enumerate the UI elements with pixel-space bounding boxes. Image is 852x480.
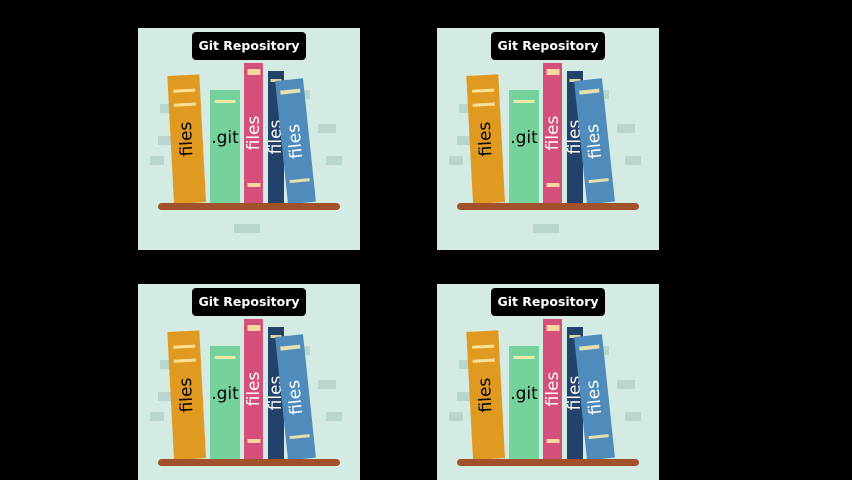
book-label: files [542, 371, 563, 407]
book-band [173, 358, 196, 363]
book-band [513, 100, 535, 103]
book-band [546, 183, 559, 187]
book-band [579, 88, 600, 95]
book-label: files [283, 379, 308, 416]
panel-title: Git Repository [192, 32, 306, 60]
book-band [247, 325, 260, 331]
repo-panel: Git Repository files .git files files files [138, 284, 360, 480]
panel-title: Git Repository [491, 32, 605, 60]
wall-brick [318, 124, 336, 133]
book-band [214, 100, 236, 103]
book-files: files [167, 330, 206, 460]
book-band [472, 344, 495, 349]
book-band [579, 344, 600, 351]
book-files: files [466, 330, 505, 460]
shelf [457, 203, 639, 210]
book-label: files [582, 379, 607, 416]
panel-title: Git Repository [491, 288, 605, 316]
book-git: .git [210, 346, 240, 459]
wall-brick [617, 124, 635, 133]
wall-brick [318, 380, 336, 389]
repo-panel: Git Repository files .git files files files [437, 284, 659, 480]
book-label: files [542, 115, 563, 151]
book-band [546, 325, 559, 331]
wall-brick [449, 412, 463, 421]
book-git: .git [509, 346, 539, 459]
wall-brick [625, 156, 641, 165]
book-band [280, 88, 301, 95]
book-band [472, 102, 495, 107]
book-band [247, 69, 260, 75]
wall-brick [326, 156, 342, 165]
book-files: files [243, 319, 264, 459]
book-band [173, 344, 196, 349]
book-label: files [175, 377, 198, 413]
repo-panel: Git Repository files .git files files files [437, 28, 659, 250]
shelf [158, 459, 340, 466]
book-label: .git [510, 384, 538, 404]
book-git: .git [210, 90, 240, 203]
book-band [280, 344, 301, 351]
book-band [472, 88, 495, 93]
book-band [173, 102, 196, 107]
book-band [546, 439, 559, 443]
book-label: .git [510, 128, 538, 148]
book-band [513, 356, 535, 359]
book-label: files [474, 121, 497, 157]
book-label: .git [211, 384, 239, 404]
book-band [588, 178, 609, 184]
wall-brick [150, 156, 164, 165]
book-files: files [466, 74, 505, 204]
book-label: files [175, 121, 198, 157]
shelf [457, 459, 639, 466]
book-band [472, 358, 495, 363]
book-files: files [542, 319, 563, 459]
book-git: .git [509, 90, 539, 203]
book-band [247, 183, 260, 187]
book-band [546, 69, 559, 75]
book-files: files [167, 74, 206, 204]
book-label: files [582, 123, 607, 160]
book-band [289, 178, 310, 184]
book-label: files [283, 123, 308, 160]
book-band [247, 439, 260, 443]
book-files: files [243, 63, 264, 203]
book-label: files [474, 377, 497, 413]
wall-brick [625, 412, 641, 421]
repo-panel: Git Repository files .git files files files [138, 28, 360, 250]
book-band [588, 434, 609, 440]
wall-brick [326, 412, 342, 421]
wall-brick [150, 412, 164, 421]
book-label: .git [211, 128, 239, 148]
book-band [173, 88, 196, 93]
wall-brick [617, 380, 635, 389]
book-band [289, 434, 310, 440]
panel-title: Git Repository [192, 288, 306, 316]
book-label: files [243, 115, 264, 151]
wall-brick [234, 224, 260, 233]
book-band [214, 356, 236, 359]
shelf [158, 203, 340, 210]
wall-brick [533, 224, 559, 233]
book-files: files [542, 63, 563, 203]
book-label: files [243, 371, 264, 407]
wall-brick [449, 156, 463, 165]
